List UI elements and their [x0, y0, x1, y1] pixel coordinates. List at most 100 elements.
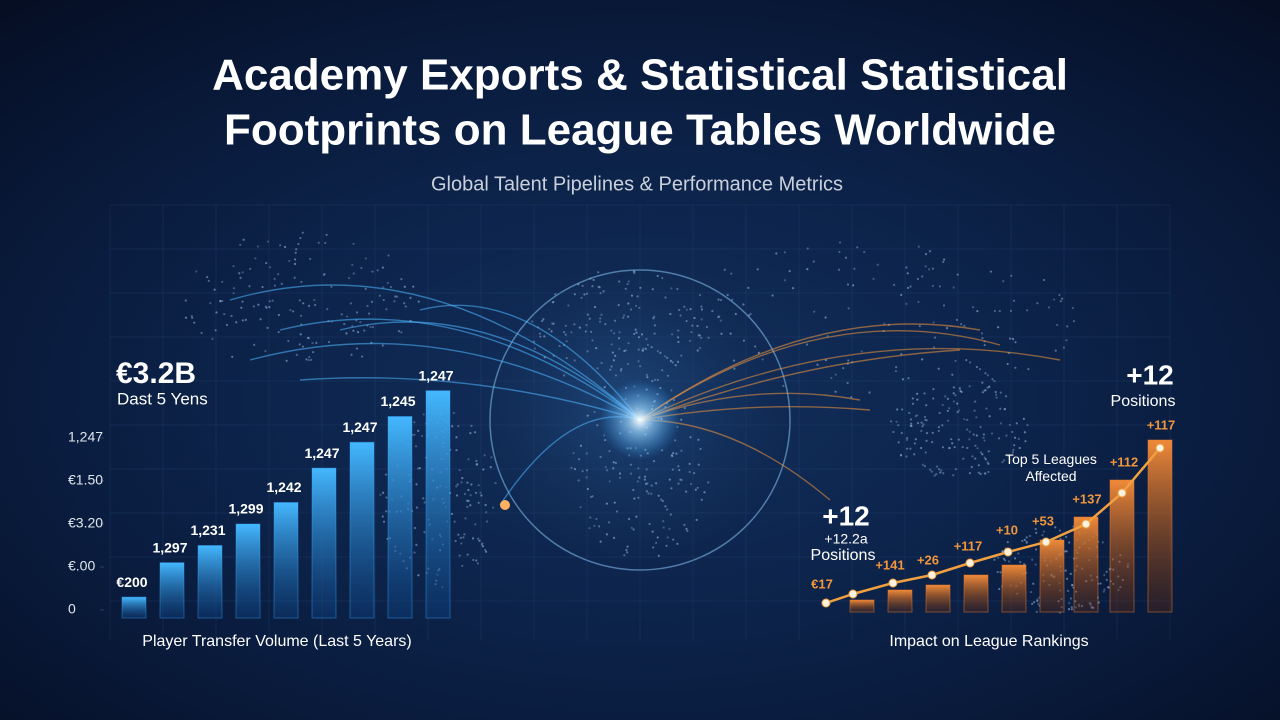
map-dot — [618, 476, 622, 479]
map-dot — [340, 313, 343, 316]
map-dot — [608, 480, 611, 483]
map-dot — [917, 245, 920, 248]
bar — [1073, 516, 1099, 613]
flow-arc — [419, 304, 641, 421]
map-dot — [232, 287, 236, 290]
map-dot — [921, 275, 924, 278]
map-dot — [626, 363, 630, 366]
map-dot — [1058, 529, 1062, 532]
map-dot — [579, 506, 582, 509]
map-dot — [469, 504, 472, 507]
map-dot — [307, 304, 311, 307]
map-dot — [1034, 527, 1037, 531]
map-dot — [982, 433, 985, 436]
map-dot — [1042, 530, 1046, 533]
map-dot — [415, 543, 418, 546]
map-dot — [646, 376, 649, 379]
map-dot — [261, 285, 264, 289]
map-dot — [979, 451, 983, 454]
trend-point — [1117, 488, 1127, 498]
map-dot — [640, 333, 644, 336]
map-dot — [277, 331, 280, 334]
map-dot — [351, 263, 354, 267]
map-dot — [630, 294, 634, 297]
trend-point — [1155, 443, 1165, 453]
map-dot — [308, 356, 311, 359]
map-dot — [299, 333, 302, 336]
flow-arc — [639, 323, 981, 421]
map-dot — [916, 421, 920, 425]
map-dot — [1066, 589, 1070, 592]
map-dot — [384, 473, 388, 476]
map-dot — [650, 346, 653, 349]
map-dot — [963, 418, 966, 421]
map-dot — [986, 374, 990, 377]
map-dot — [417, 429, 420, 432]
map-dot — [489, 465, 492, 469]
map-dot — [581, 470, 584, 473]
map-dot — [645, 490, 648, 493]
map-dot — [300, 280, 303, 284]
map-dot — [268, 305, 271, 309]
map-dot — [551, 301, 554, 304]
map-dot — [906, 286, 910, 290]
map-dot — [730, 272, 733, 275]
map-dot — [597, 285, 600, 288]
map-dot — [983, 389, 986, 392]
map-dot — [294, 258, 297, 261]
map-dot — [677, 465, 680, 468]
bar-label: 1,245 — [380, 393, 415, 409]
map-dot — [613, 319, 617, 322]
map-dot — [771, 294, 774, 297]
map-dot — [635, 331, 638, 334]
map-dot — [647, 492, 650, 495]
map-dot — [973, 409, 976, 412]
map-dot — [455, 485, 458, 488]
map-dot — [1059, 300, 1062, 303]
map-dot — [456, 483, 459, 486]
bar-label: 1,247 — [418, 367, 453, 383]
map-dot — [662, 526, 665, 529]
map-dot — [1068, 541, 1071, 544]
map-dot — [302, 302, 305, 305]
map-dot — [268, 266, 272, 269]
map-dot — [455, 449, 458, 452]
map-dot — [1013, 436, 1017, 439]
map-dot — [901, 408, 904, 411]
map-dot — [315, 341, 318, 344]
map-dot — [983, 456, 986, 459]
map-dot — [295, 353, 298, 356]
map-dot — [791, 287, 795, 290]
map-dot — [478, 539, 481, 542]
map-dot — [413, 551, 416, 554]
map-dot — [225, 323, 229, 327]
map-dot — [976, 447, 979, 450]
map-dot — [417, 300, 420, 303]
map-dot — [638, 306, 641, 310]
map-dot — [920, 446, 923, 450]
map-dot — [863, 250, 866, 254]
map-dot — [675, 452, 678, 455]
map-dot — [531, 320, 534, 323]
map-dot — [700, 305, 703, 308]
map-dot — [597, 271, 600, 274]
map-dot — [947, 419, 950, 422]
map-dot — [223, 313, 226, 316]
map-dot — [413, 526, 417, 530]
map-dot — [672, 538, 675, 541]
map-dot — [688, 462, 691, 465]
map-dot — [1054, 349, 1057, 352]
map-dot — [676, 360, 680, 363]
map-dot — [928, 250, 932, 253]
bar — [387, 416, 413, 619]
map-dot — [933, 474, 936, 477]
map-dot — [418, 467, 422, 470]
map-dot — [543, 335, 546, 338]
map-dot — [215, 311, 218, 314]
map-dot — [458, 554, 461, 557]
map-dot — [1070, 584, 1073, 587]
map-dot — [994, 390, 997, 394]
map-dot — [466, 481, 469, 484]
map-dot — [1068, 601, 1071, 605]
map-dot — [703, 491, 706, 494]
